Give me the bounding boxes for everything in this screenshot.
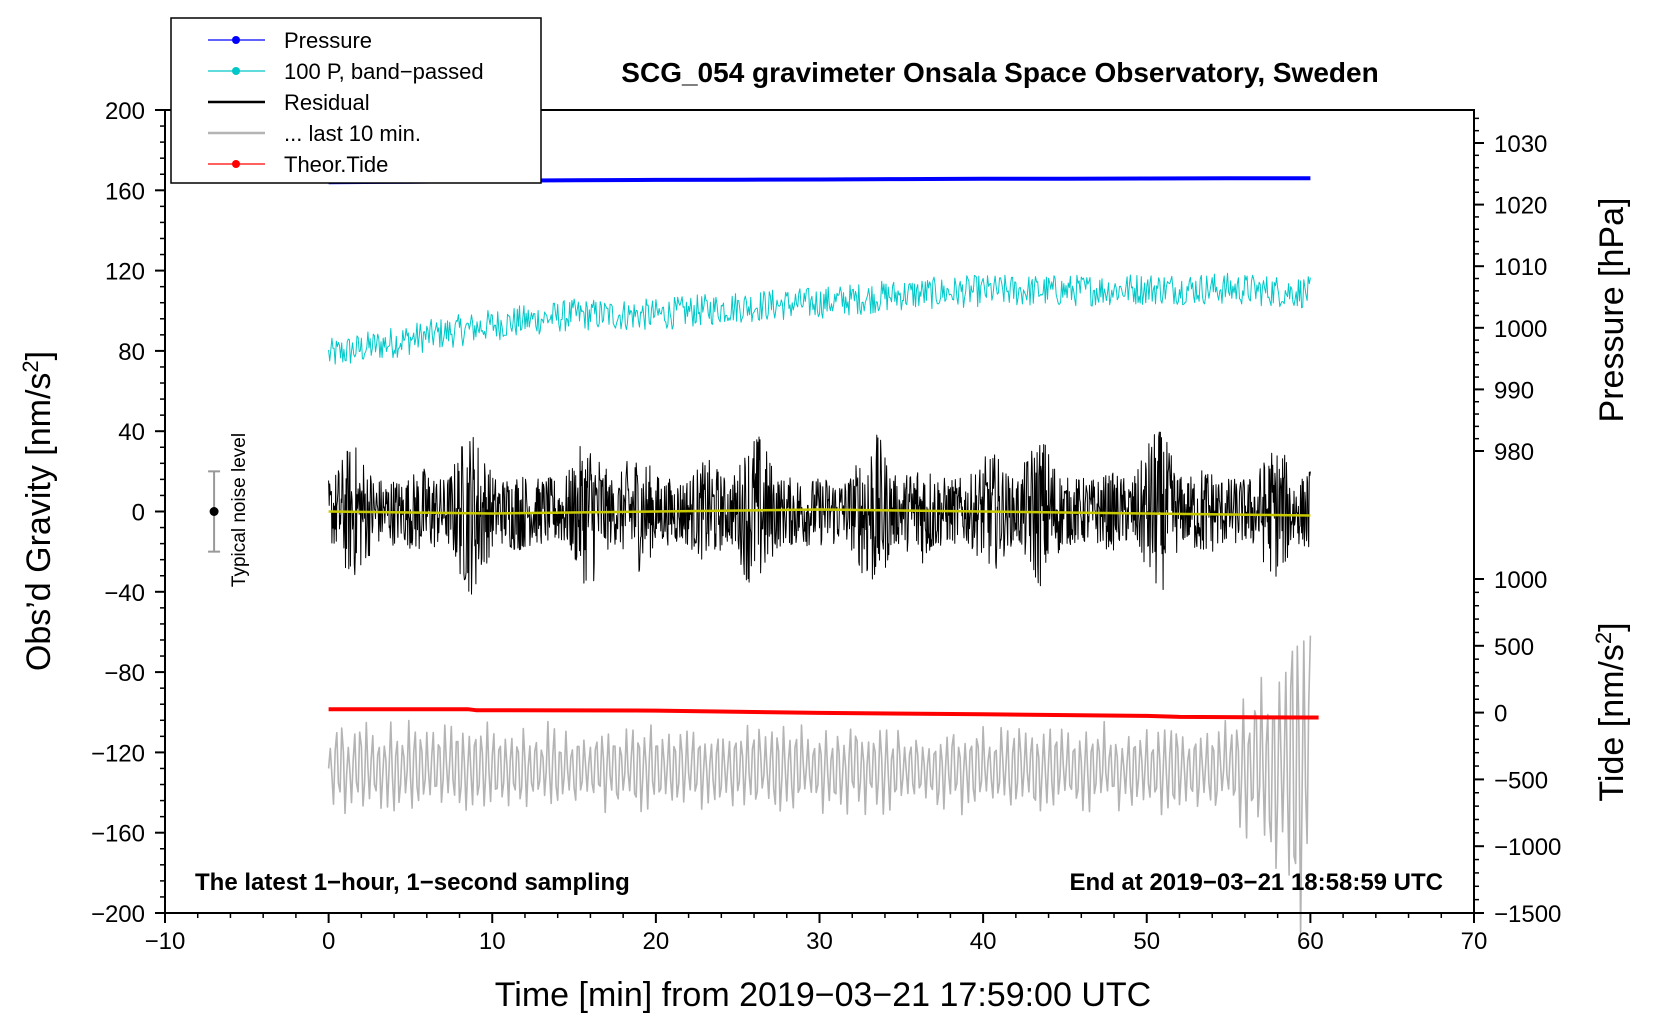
x-tick-label: 60 xyxy=(1297,928,1324,955)
annotation-sampling: The latest 1−hour, 1−second sampling xyxy=(195,869,630,896)
series-100-p-band-passed xyxy=(328,272,1311,365)
y-axis-title-pressure: Pressure [hPa] xyxy=(1593,198,1631,423)
y-tick-label-pressure: 990 xyxy=(1494,377,1534,404)
legend-label: ... last 10 min. xyxy=(284,121,421,146)
plot-area xyxy=(208,176,1319,937)
series-theor-tide xyxy=(328,707,1319,720)
x-tick-label: −10 xyxy=(145,928,186,955)
legend: Pressure 100 P, band−passed Residual ... la… xyxy=(170,17,542,184)
noise-level-label: Typical noise level xyxy=(229,433,250,587)
x-tick-label: 10 xyxy=(479,928,506,955)
y-tick-label-left: 80 xyxy=(118,339,145,366)
y-tick-label-left: −200 xyxy=(91,901,145,928)
legend-marker xyxy=(232,160,240,168)
y-tick-label-tide: −1500 xyxy=(1494,901,1561,928)
y-tick-label-left: −80 xyxy=(104,660,145,687)
y-tick-label-pressure: 980 xyxy=(1494,439,1534,466)
y-tick-label-pressure: 1000 xyxy=(1494,316,1547,343)
annotation-end-time: End at 2019−03−21 18:58:59 UTC xyxy=(1069,869,1443,896)
legend-box xyxy=(170,17,542,184)
x-tick-label: 0 xyxy=(322,928,335,955)
series-last-10-min xyxy=(327,635,1312,937)
legend-label: Theor.Tide xyxy=(284,152,388,177)
legend-marker xyxy=(232,36,240,44)
x-tick-label: 20 xyxy=(643,928,670,955)
y-axis-title-left: Obs’d Gravity [nm/s2] xyxy=(18,351,58,671)
y-tick-label-left: 200 xyxy=(105,98,145,125)
y-tick-label-tide: −500 xyxy=(1494,767,1548,794)
y-tick-label-pressure: 1020 xyxy=(1494,193,1547,220)
y-tick-label-tide: 1000 xyxy=(1494,567,1547,594)
y-tick-label-tide: 0 xyxy=(1494,701,1507,728)
y-axis-title-tide: Tide [nm/s2] xyxy=(1591,622,1631,801)
legend-marker xyxy=(232,67,240,75)
y-tick-label-left: −120 xyxy=(91,740,145,767)
y-tick-label-pressure: 1010 xyxy=(1494,254,1547,281)
y-tick-label-left: 0 xyxy=(132,500,145,527)
series-residual-smoothed xyxy=(328,508,1311,517)
y-tick-label-tide: 500 xyxy=(1494,634,1534,661)
legend-label: Residual xyxy=(284,90,370,115)
x-axis-title: Time [min] from 2019−03−21 17:59:00 UTC xyxy=(495,976,1151,1014)
y-tick-label-left: −160 xyxy=(91,821,145,848)
axes: −10 0 10 20 30 40 50 60 70−200−160−120−80−400408… xyxy=(91,98,1561,955)
y-tick-label-left: 40 xyxy=(118,419,145,446)
series-residual xyxy=(328,431,1311,595)
y-tick-label-left: −40 xyxy=(104,580,145,607)
x-tick-label: 40 xyxy=(970,928,997,955)
x-tick-label: 50 xyxy=(1133,928,1160,955)
y-tick-label-tide: −1000 xyxy=(1494,834,1561,861)
chart-title: SCG_054 gravimeter Onsala Space Observat… xyxy=(621,57,1378,88)
y-tick-label-pressure: 1030 xyxy=(1494,131,1547,158)
legend-label: Pressure xyxy=(284,28,372,53)
x-tick-label: 30 xyxy=(806,928,833,955)
noise-bar-point xyxy=(209,507,219,516)
legend-label: 100 P, band−passed xyxy=(284,59,484,84)
y-tick-label-left: 120 xyxy=(105,259,145,286)
x-tick-label: 70 xyxy=(1461,928,1488,955)
y-tick-label-left: 160 xyxy=(105,178,145,205)
